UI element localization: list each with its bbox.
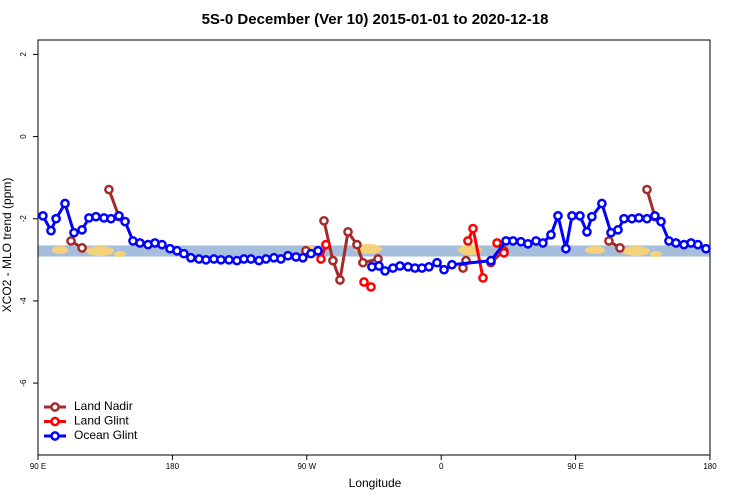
land-shapes bbox=[52, 244, 662, 257]
legend-label: Land Glint bbox=[74, 414, 129, 428]
data-point bbox=[201, 254, 211, 265]
data-point bbox=[693, 239, 703, 250]
data-point bbox=[179, 248, 189, 259]
data-point bbox=[439, 264, 449, 275]
data-point bbox=[546, 229, 556, 240]
legend-label: Land Nadir bbox=[74, 399, 133, 413]
y-axis-label: XCO2 - MLO trend (ppm) bbox=[0, 178, 14, 313]
data-point bbox=[642, 213, 652, 224]
data-point bbox=[77, 243, 87, 253]
data-point bbox=[366, 282, 376, 292]
legend-marker bbox=[50, 416, 60, 427]
data-point bbox=[135, 238, 145, 248]
data-point bbox=[186, 252, 196, 263]
y-tick-label: 2 bbox=[19, 52, 28, 57]
data-point bbox=[358, 257, 368, 268]
data-point bbox=[157, 239, 167, 250]
data-point bbox=[486, 255, 496, 266]
data-point bbox=[319, 215, 329, 226]
data-point bbox=[642, 184, 652, 195]
data-point bbox=[656, 216, 666, 227]
data-point bbox=[316, 254, 326, 264]
data-point bbox=[38, 211, 48, 221]
x-tick-label: 0 bbox=[439, 462, 444, 471]
data-point bbox=[478, 273, 488, 283]
y-tick-label: -4 bbox=[19, 297, 28, 305]
data-point bbox=[553, 211, 563, 221]
data-point bbox=[424, 261, 434, 272]
data-point bbox=[216, 254, 226, 265]
data-point bbox=[69, 227, 79, 238]
data-point bbox=[66, 236, 76, 246]
data-point bbox=[51, 213, 61, 224]
data-point bbox=[634, 213, 644, 223]
data-point bbox=[60, 198, 70, 209]
data-point bbox=[567, 211, 577, 221]
data-point bbox=[619, 213, 629, 224]
data-point bbox=[321, 239, 331, 250]
data-point bbox=[224, 254, 234, 265]
data-point bbox=[575, 211, 585, 221]
data-point bbox=[492, 238, 502, 248]
data-point bbox=[561, 243, 571, 254]
data-point bbox=[91, 211, 101, 222]
x-tick-label: 180 bbox=[166, 462, 180, 471]
data-point bbox=[463, 236, 473, 246]
y-tick-label: -6 bbox=[19, 379, 28, 387]
data-point bbox=[468, 223, 478, 234]
x-tick-label: 90 W bbox=[297, 462, 316, 471]
data-point bbox=[582, 227, 592, 237]
data-point bbox=[313, 245, 323, 256]
data-point bbox=[352, 239, 362, 250]
data-point bbox=[77, 224, 87, 235]
data-point bbox=[613, 224, 623, 235]
data-point bbox=[458, 263, 468, 273]
x-tick-label: 90 E bbox=[30, 462, 46, 471]
data-point bbox=[261, 254, 271, 264]
data-point bbox=[380, 266, 390, 276]
data-point bbox=[597, 198, 607, 209]
data-point bbox=[335, 275, 345, 285]
data-point bbox=[499, 247, 509, 258]
data-point bbox=[671, 238, 681, 248]
data-point bbox=[615, 243, 625, 253]
data-point bbox=[343, 227, 353, 237]
data-point bbox=[604, 236, 614, 246]
data-point bbox=[46, 225, 56, 236]
data-point bbox=[432, 257, 442, 268]
data-point bbox=[114, 211, 124, 221]
data-point bbox=[538, 238, 548, 248]
data-point bbox=[374, 261, 384, 271]
data-point bbox=[298, 252, 308, 263]
data-point bbox=[447, 259, 457, 270]
legend-label: Ocean Glint bbox=[74, 428, 138, 442]
data-point bbox=[587, 211, 597, 222]
chart-title: 5S-0 December (Ver 10) 2015-01-01 to 202… bbox=[202, 11, 549, 28]
x-tick-label: 180 bbox=[703, 462, 717, 471]
series-group bbox=[38, 184, 711, 292]
y-tick-label: 0 bbox=[19, 134, 28, 139]
data-point bbox=[508, 236, 518, 246]
data-point bbox=[246, 254, 256, 264]
data-point bbox=[395, 261, 405, 271]
data-point bbox=[359, 277, 369, 287]
y-tick-label: -2 bbox=[19, 215, 28, 223]
data-point bbox=[523, 238, 533, 249]
legend-marker bbox=[50, 431, 60, 441]
x-tick-label: 90 E bbox=[567, 462, 583, 471]
data-point bbox=[106, 213, 116, 224]
data-point bbox=[650, 211, 660, 221]
x-axis-label: Longitude bbox=[349, 476, 402, 490]
data-point bbox=[104, 184, 114, 195]
data-point bbox=[283, 250, 293, 261]
data-point bbox=[328, 255, 338, 266]
data-point bbox=[120, 216, 130, 227]
data-point bbox=[701, 243, 711, 254]
legend-marker bbox=[50, 402, 60, 412]
